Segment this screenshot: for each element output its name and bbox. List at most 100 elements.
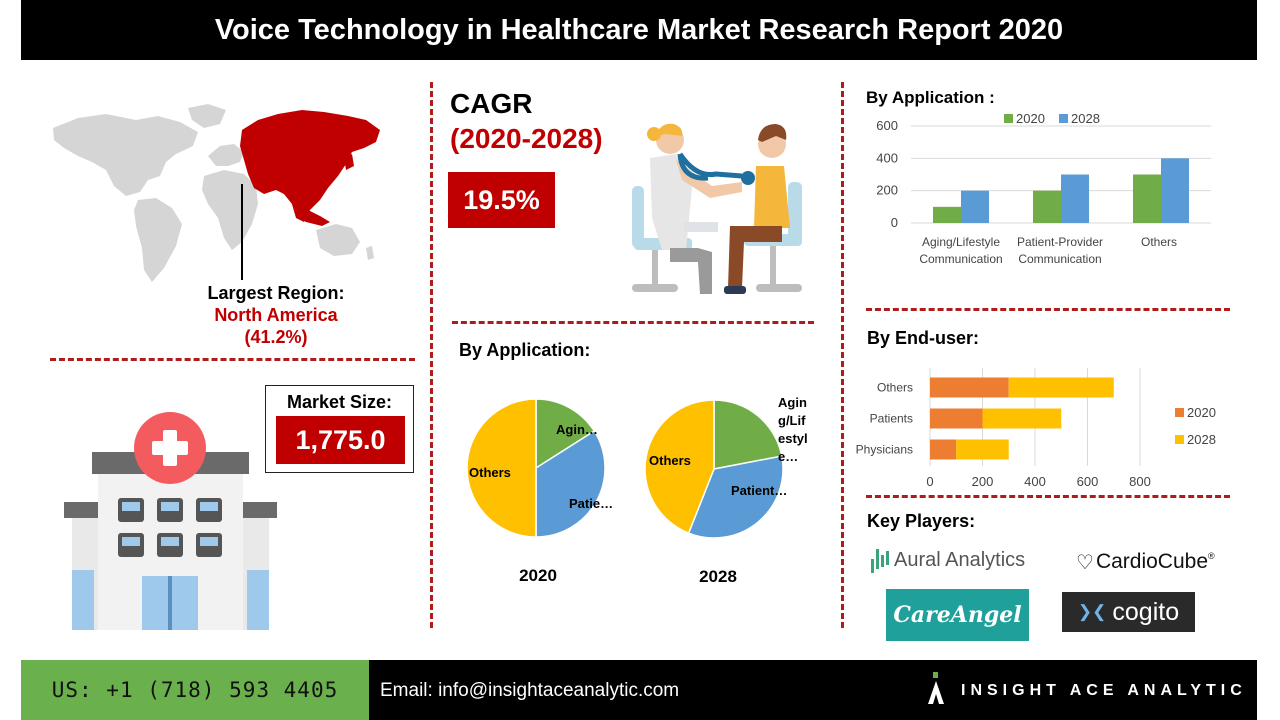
legend-2020-label: 2020 (1016, 111, 1045, 126)
hbar-x-tick-label: 200 (972, 474, 994, 489)
world-map (53, 104, 380, 282)
legend-2028-swatch (1059, 114, 1068, 123)
hbar-x-tick-label: 0 (926, 474, 933, 489)
application-bar-chart: 0 200 400 600 2020 2028 Aging/Lifestyle Com… (876, 111, 1211, 266)
bar-y-tick-label: 400 (876, 150, 898, 165)
pie-2020-year: 2020 (519, 566, 557, 585)
pie-2028-label-aging: Agin g/Lif estyl e… (778, 395, 808, 464)
pie-2028 (644, 399, 784, 539)
bar-cat-1-line-1: Aging/Lifestyle (922, 235, 1000, 249)
hbar-x-tick-label: 600 (1077, 474, 1099, 489)
bar-cat-1-line-2: Communication (919, 252, 1002, 266)
bar-2028-0 (961, 190, 989, 223)
insight-ace-logo-icon (928, 672, 944, 704)
bar-2020-0 (933, 206, 961, 223)
pie2020-slice-0 (535, 398, 596, 470)
pie2028-slice-0 (713, 399, 783, 470)
hbar-category-label: Patients (870, 412, 913, 426)
bar-cat-2-line-2: Communication (1018, 252, 1101, 266)
aural-analytics-logo: Aural Analytics (870, 543, 1030, 577)
bar-chart-heading: By Application : (866, 88, 995, 107)
cogito-mark-icon: ❯❮ (1077, 602, 1107, 621)
doctor-patient-icon (632, 123, 802, 294)
cardiocube-registered-mark: ® (1208, 551, 1215, 561)
cagr-period: (2020-2028) (450, 123, 603, 154)
footer-phone: US: +1 (718) 593 4405 (21, 660, 369, 720)
hbar-legend-2028-label: 2028 (1187, 432, 1216, 447)
careangel-name: CareAngel (893, 602, 1022, 628)
pie-2020-label-aging: Agin… (556, 422, 598, 437)
pie-2028-year: 2028 (699, 567, 737, 586)
hbar-category-label: Physicians (856, 443, 913, 457)
hbar-x-ticks: 0 200 400 600 800 (926, 474, 1150, 489)
cardiocube-logo: ♡ CardioCube ® (1076, 548, 1236, 576)
bar-series (933, 158, 1189, 223)
bar-cat-3-line-1: Others (1141, 235, 1177, 249)
pie2020-slice-1 (535, 429, 606, 538)
divider-right (841, 82, 844, 628)
hbar-2020-others (930, 377, 1009, 398)
pie-charts: Others Agin… Patie… Others Patient… Agin… (466, 395, 808, 586)
footer-email: Email: info@insightaceanalytic.com (380, 680, 680, 701)
divider-left-mid (50, 358, 415, 361)
hbar-2028-physicians (956, 439, 1009, 460)
bar-2020-1 (1033, 190, 1061, 223)
market-size-card: Market Size: 1,775.0 (265, 385, 414, 473)
heart-icon: ♡ (1076, 551, 1094, 574)
bar-y-tick-label: 0 (891, 215, 898, 230)
cogito-logo: ❯❮ cogito (1062, 592, 1195, 632)
hbar-legend-2028-swatch (1175, 435, 1184, 444)
hbar-legend-2020-label: 2020 (1187, 405, 1216, 420)
enduser-heading: By End-user: (867, 328, 980, 348)
hbar-categories: Physicians Patients Others (856, 381, 913, 457)
largest-region-share: (41.2%) (244, 327, 308, 347)
report-title: Voice Technology in Healthcare Market Re… (21, 0, 1257, 60)
hbar-category-label: Others (877, 381, 913, 395)
cagr-label: CAGR (450, 88, 533, 119)
pie-2028-label-patient: Patient… (731, 483, 787, 498)
careangel-logo: CareAngel (886, 589, 1029, 641)
market-size-label: Market Size: (286, 392, 393, 412)
pie2028-slice-2 (644, 399, 715, 535)
legend-2020-swatch (1004, 114, 1013, 123)
aural-waveform-icon (871, 549, 889, 573)
aural-analytics-name: Aural Analytics (894, 548, 1026, 571)
divider-center-mid (452, 321, 814, 324)
bar-2020-2 (1133, 174, 1161, 223)
largest-region-label: Largest Region: (207, 283, 345, 303)
bar-y-ticks: 0 200 400 600 (876, 118, 898, 230)
pie-2020 (466, 398, 606, 538)
pie-heading: By Application: (459, 340, 591, 360)
pie-2028-aging-line-3: estyl (778, 431, 808, 446)
cagr-value: 19.5% (448, 172, 555, 228)
pie-2028-aging-line-2: g/Lif (778, 413, 806, 428)
bar-y-tick-label: 600 (876, 118, 898, 133)
divider-left (430, 82, 433, 628)
hbar-legend-2020-swatch (1175, 408, 1184, 417)
hbar-2020-physicians (930, 439, 957, 460)
hbar-2028-others (1008, 377, 1114, 398)
pie-2028-aging-line-1: Agin (778, 395, 807, 410)
divider-right-top (866, 308, 1230, 311)
bar-2028-2 (1161, 158, 1189, 223)
map-pointer-line (241, 184, 243, 280)
market-size-value: 1,775.0 (276, 416, 405, 464)
footer-brand: INSIGHT ACE ANALYTIC (961, 682, 1247, 699)
hbar-2020-patients (930, 408, 983, 429)
pie-2020-label-others: Others (469, 465, 511, 480)
cogito-name: cogito (1112, 597, 1180, 626)
enduser-bar-chart: Physicians Patients Others 0 200 400 600 800 2… (856, 368, 1216, 489)
bar-cat-2-line-1: Patient-Provider (1017, 235, 1103, 249)
hbar-x-tick-label: 400 (1024, 474, 1046, 489)
pie-2028-aging-line-4: e… (778, 449, 798, 464)
key-players-heading: Key Players: (867, 511, 976, 531)
cardiocube-name: CardioCube (1095, 550, 1209, 573)
pie2028-slice-1 (687, 455, 784, 539)
hbar-x-tick-label: 800 (1129, 474, 1151, 489)
hospital-icon (64, 412, 277, 630)
hbar-2028-patients (982, 408, 1062, 429)
footer-bar: Email: info@insightaceanalytic.com INSIG… (369, 660, 1257, 720)
bar-2028-1 (1061, 174, 1089, 223)
pie-2028-label-others: Others (649, 453, 691, 468)
bar-y-tick-label: 200 (876, 183, 898, 198)
